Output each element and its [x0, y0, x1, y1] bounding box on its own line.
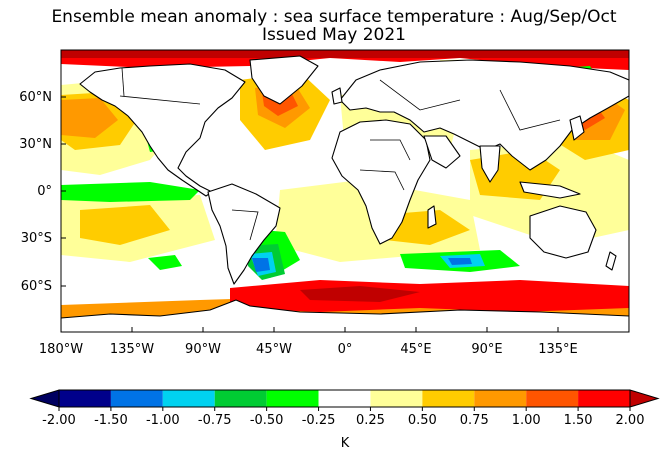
colorbar-tick-label: -1.50 [94, 413, 128, 428]
japan [569, 115, 585, 141]
colorbar-swatch [214, 390, 267, 407]
lon-tick-label: 180°W [39, 342, 83, 357]
colorbar-swatch [318, 390, 371, 407]
colorbar-swatch [578, 390, 630, 407]
colorbar-tick-label: -0.25 [302, 413, 336, 428]
lon-tick-label: 135°E [538, 342, 578, 357]
colorbar-swatch [110, 390, 163, 407]
anomaly-field [61, 50, 629, 332]
colorbar-tick-label: 0.25 [356, 413, 385, 428]
colorbar-over-arrow [629, 389, 660, 408]
colorbar-frame [58, 389, 631, 408]
chart-subtitle: Issued May 2021 [262, 25, 406, 45]
colorbar-swatch [526, 390, 579, 407]
colorbar-tick-label: -1.00 [146, 413, 180, 428]
australia [529, 205, 597, 259]
india [479, 145, 501, 183]
lon-tick-label: 45°W [256, 342, 292, 357]
colorbar-swatch [162, 390, 215, 407]
chart-title: Ensemble mean anomaly : sea surface temp… [51, 7, 617, 27]
lat-tick-label: 0° [37, 184, 52, 199]
latitude-axis: 60°N 30°N 0° 30°S 60°S [19, 90, 66, 294]
colorbar-tick-label: -0.75 [198, 413, 232, 428]
madagascar [427, 205, 437, 229]
colorbar-unit-label: K [341, 436, 350, 451]
eurasia [339, 59, 629, 171]
lat-tick-label: 30°S [21, 231, 52, 246]
colorbar-tick-label: 1.50 [564, 413, 593, 428]
lon-tick-label: 90°E [471, 342, 502, 357]
colorbar-swatch [370, 390, 423, 407]
lon-tick-label: 0° [338, 342, 353, 357]
colorbar-tick-label: 2.00 [616, 413, 645, 428]
colorbar-under-arrow [29, 389, 60, 408]
lat-tick-label: 60°N [19, 90, 52, 105]
greenland [249, 55, 319, 105]
colorbar-tick-label: -2.00 [42, 413, 76, 428]
new-zealand [605, 251, 617, 271]
colorbar-tick-label: -0.50 [250, 413, 284, 428]
north-america [79, 63, 246, 197]
colorbar-tick-label: 0.50 [408, 413, 437, 428]
lon-tick-label: 45°E [400, 342, 431, 357]
antarctica [61, 299, 629, 332]
colorbar-tick-label: 1.00 [512, 413, 541, 428]
lon-tick-label: 135°W [110, 342, 154, 357]
colorbar-swatch [59, 390, 111, 407]
indonesia [519, 181, 581, 199]
lat-tick-label: 60°S [21, 279, 52, 294]
lon-tick-label: 90°W [185, 342, 221, 357]
lat-tick-label: 30°N [19, 137, 52, 152]
colorbar: -2.00 -1.50 -1.00 -0.75 -0.50 -0.25 0.25 0.50 0.… [29, 389, 660, 451]
south-america [207, 183, 281, 285]
arabian-peninsula [423, 135, 461, 169]
colorbar-swatch [266, 390, 319, 407]
colorbar-tick-label: 0.75 [460, 413, 489, 428]
colorbar-swatch [474, 390, 527, 407]
longitude-axis: 180°W 135°W 90°W 45°W 0° 45°E 90°E 135°E [39, 327, 578, 357]
british-isles [331, 87, 343, 105]
country-borders [119, 67, 561, 241]
colorbar-swatch [422, 390, 475, 407]
